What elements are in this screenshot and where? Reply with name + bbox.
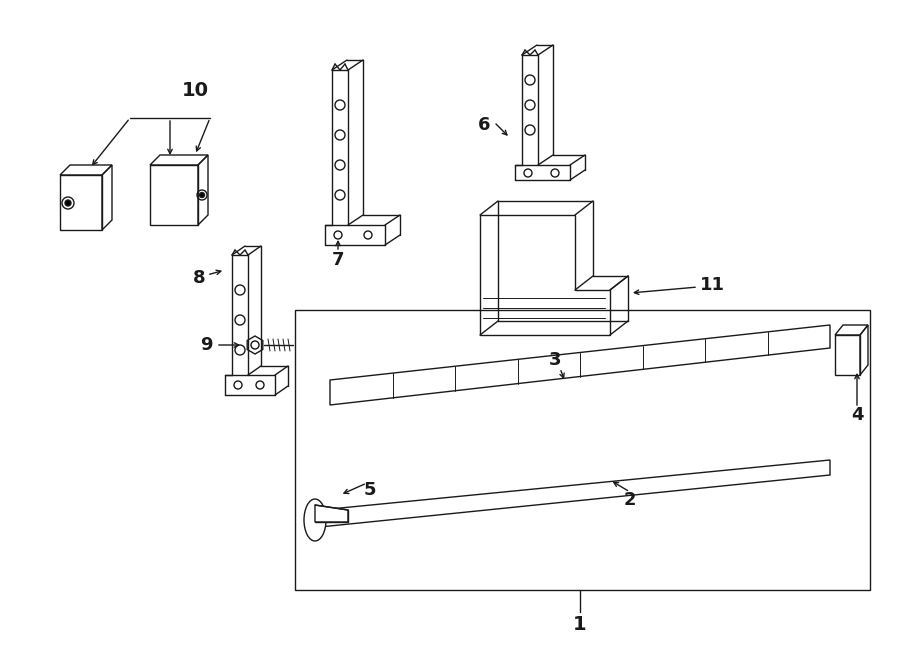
Text: 5: 5 <box>364 481 376 499</box>
Polygon shape <box>320 460 830 527</box>
Text: 3: 3 <box>549 351 562 369</box>
Text: 10: 10 <box>182 81 209 100</box>
Text: 1: 1 <box>573 615 587 635</box>
Polygon shape <box>330 325 830 405</box>
Text: 7: 7 <box>332 251 344 269</box>
Circle shape <box>65 200 71 206</box>
Polygon shape <box>248 336 263 354</box>
Text: 11: 11 <box>700 276 725 294</box>
Circle shape <box>200 192 204 198</box>
Ellipse shape <box>304 499 326 541</box>
Polygon shape <box>315 505 348 522</box>
Text: 6: 6 <box>478 116 490 134</box>
Text: 8: 8 <box>193 269 205 287</box>
Text: 2: 2 <box>624 491 636 509</box>
Text: 4: 4 <box>850 406 863 424</box>
Text: 9: 9 <box>201 336 213 354</box>
